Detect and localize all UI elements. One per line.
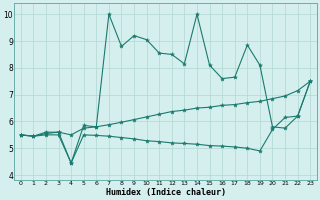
X-axis label: Humidex (Indice chaleur): Humidex (Indice chaleur)	[106, 188, 226, 197]
